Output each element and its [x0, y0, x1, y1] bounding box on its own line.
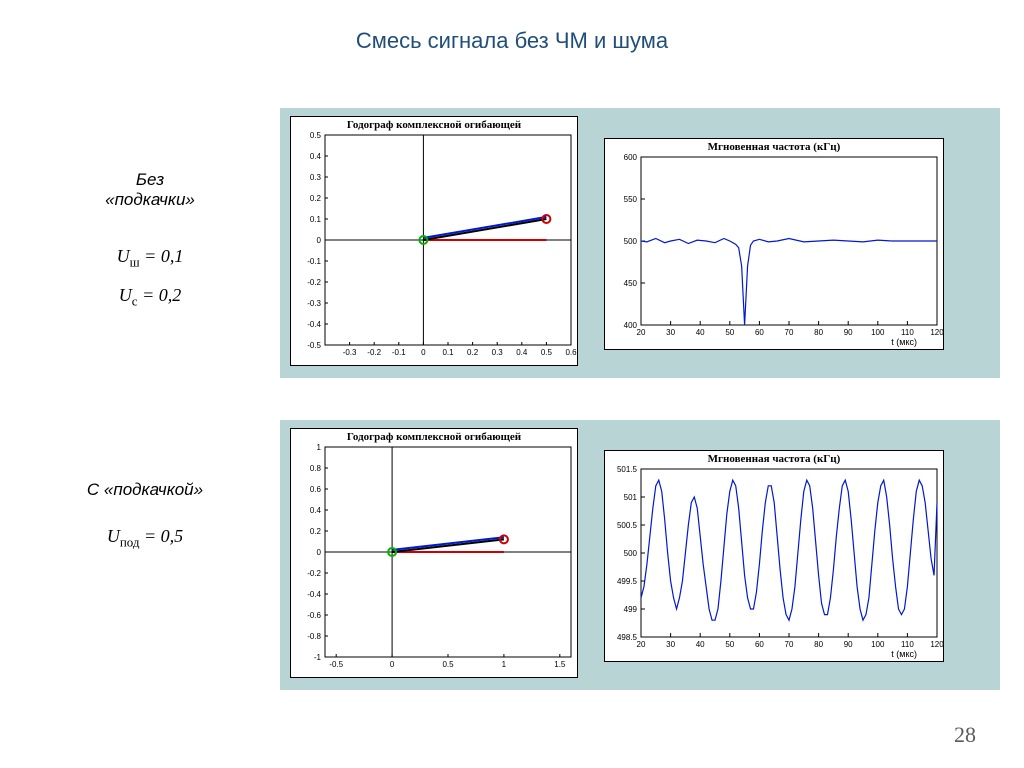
- svg-text:60: 60: [755, 328, 764, 337]
- row2-label: С «подкачкой»: [30, 480, 260, 500]
- svg-text:-0.2: -0.2: [307, 278, 321, 287]
- svg-text:-0.3: -0.3: [307, 299, 321, 308]
- hodograph-title-2: Годограф комплексной огибающей: [291, 429, 577, 443]
- svg-text:0: 0: [317, 236, 322, 245]
- svg-text:499: 499: [624, 605, 638, 614]
- row1-label-line1: Без: [60, 170, 240, 190]
- svg-text:0.5: 0.5: [541, 348, 553, 357]
- svg-text:-0.2: -0.2: [367, 348, 381, 357]
- svg-text:0.6: 0.6: [310, 485, 322, 494]
- hodograph-plot-2: Годограф комплексной огибающей -1 -0.8 -0.…: [290, 428, 578, 678]
- panel-row2: Годограф комплексной огибающей -1 -0.8 -0.…: [280, 420, 1000, 690]
- svg-text:-0.1: -0.1: [392, 348, 406, 357]
- row2-label-block: С «подкачкой» Uпод = 0,5: [30, 480, 260, 551]
- svg-text:1.5: 1.5: [554, 660, 566, 669]
- svg-text:498.5: 498.5: [617, 633, 638, 642]
- svg-text:120: 120: [930, 328, 943, 337]
- svg-text:-0.1: -0.1: [307, 257, 321, 266]
- freq-wrap-1: Мгновенная частота (кГц) 400 450 500 550 600…: [604, 116, 944, 350]
- svg-text:70: 70: [785, 328, 794, 337]
- page-number: 28: [954, 722, 976, 748]
- svg-text:1: 1: [502, 660, 507, 669]
- svg-text:-0.6: -0.6: [307, 611, 321, 620]
- svg-text:-0.4: -0.4: [307, 320, 321, 329]
- svg-text:-0.3: -0.3: [343, 348, 357, 357]
- svg-text:0: 0: [317, 548, 322, 557]
- freq-title-2: Мгновенная частота (кГц): [605, 451, 943, 465]
- svg-text:0.4: 0.4: [310, 152, 322, 161]
- svg-text:0.4: 0.4: [516, 348, 528, 357]
- svg-text:50: 50: [725, 640, 734, 649]
- svg-text:30: 30: [666, 640, 675, 649]
- svg-text:0.1: 0.1: [310, 215, 322, 224]
- svg-text:550: 550: [624, 195, 638, 204]
- svg-text:100: 100: [871, 328, 885, 337]
- svg-text:0.2: 0.2: [310, 194, 322, 203]
- svg-text:0.2: 0.2: [310, 527, 322, 536]
- svg-text:600: 600: [624, 153, 638, 162]
- hodograph-plot-1: Годограф комплексной огибающей -0.5 -0.4 -…: [290, 116, 578, 366]
- row1-label-line2: «подкачки»: [60, 190, 240, 210]
- panel-row1: Годограф комплексной огибающей -0.5 -0.4 -…: [280, 108, 1000, 378]
- svg-text:120: 120: [930, 640, 943, 649]
- hodograph-title-1: Годограф комплексной огибающей: [291, 117, 577, 131]
- svg-text:t (мкс): t (мкс): [891, 337, 917, 347]
- svg-text:20: 20: [637, 328, 646, 337]
- svg-text:499.5: 499.5: [617, 577, 638, 586]
- svg-text:90: 90: [844, 640, 853, 649]
- svg-text:110: 110: [901, 328, 914, 337]
- svg-text:100: 100: [871, 640, 885, 649]
- svg-text:0.5: 0.5: [310, 131, 322, 140]
- svg-text:20: 20: [637, 640, 646, 649]
- svg-text:40: 40: [696, 328, 705, 337]
- svg-text:110: 110: [901, 640, 914, 649]
- svg-text:0.2: 0.2: [467, 348, 479, 357]
- svg-text:0.3: 0.3: [492, 348, 504, 357]
- svg-text:-0.5: -0.5: [307, 341, 321, 350]
- svg-text:t (мкс): t (мкс): [891, 649, 917, 659]
- svg-text:501.5: 501.5: [617, 465, 638, 474]
- svg-text:-0.8: -0.8: [307, 632, 321, 641]
- freq-title-1: Мгновенная частота (кГц): [605, 139, 943, 153]
- svg-text:0: 0: [421, 348, 426, 357]
- svg-text:40: 40: [696, 640, 705, 649]
- svg-text:0.6: 0.6: [565, 348, 577, 357]
- svg-text:30: 30: [666, 328, 675, 337]
- svg-text:-1: -1: [314, 653, 322, 662]
- svg-text:60: 60: [755, 640, 764, 649]
- svg-text:0.3: 0.3: [310, 173, 322, 182]
- svg-text:400: 400: [624, 321, 638, 330]
- svg-text:-0.4: -0.4: [307, 590, 321, 599]
- freq-wrap-2: Мгновенная частота (кГц) 498.5 499 499.5 50…: [604, 428, 944, 662]
- svg-text:0.1: 0.1: [442, 348, 454, 357]
- svg-text:-0.2: -0.2: [307, 569, 321, 578]
- svg-text:501: 501: [624, 493, 638, 502]
- svg-text:450: 450: [624, 279, 638, 288]
- eq-Ush: Uш = 0,1: [60, 246, 240, 271]
- svg-text:80: 80: [814, 328, 823, 337]
- svg-text:0: 0: [390, 660, 395, 669]
- svg-text:0.4: 0.4: [310, 506, 322, 515]
- svg-text:0.5: 0.5: [442, 660, 454, 669]
- svg-text:500: 500: [624, 237, 638, 246]
- svg-text:90: 90: [844, 328, 853, 337]
- eq-Us: Uс = 0,2: [60, 285, 240, 310]
- svg-text:0.8: 0.8: [310, 464, 322, 473]
- svg-text:500: 500: [624, 549, 638, 558]
- svg-text:1: 1: [317, 443, 322, 452]
- row1-label-block: Без «подкачки» Uш = 0,1 Uс = 0,2: [60, 170, 240, 309]
- svg-text:500.5: 500.5: [617, 521, 638, 530]
- svg-text:70: 70: [785, 640, 794, 649]
- svg-text:50: 50: [725, 328, 734, 337]
- svg-text:-0.5: -0.5: [329, 660, 343, 669]
- eq-Upod: Uпод = 0,5: [30, 526, 260, 551]
- svg-text:80: 80: [814, 640, 823, 649]
- slide-title: Смесь сигнала без ЧМ и шума: [0, 28, 1024, 54]
